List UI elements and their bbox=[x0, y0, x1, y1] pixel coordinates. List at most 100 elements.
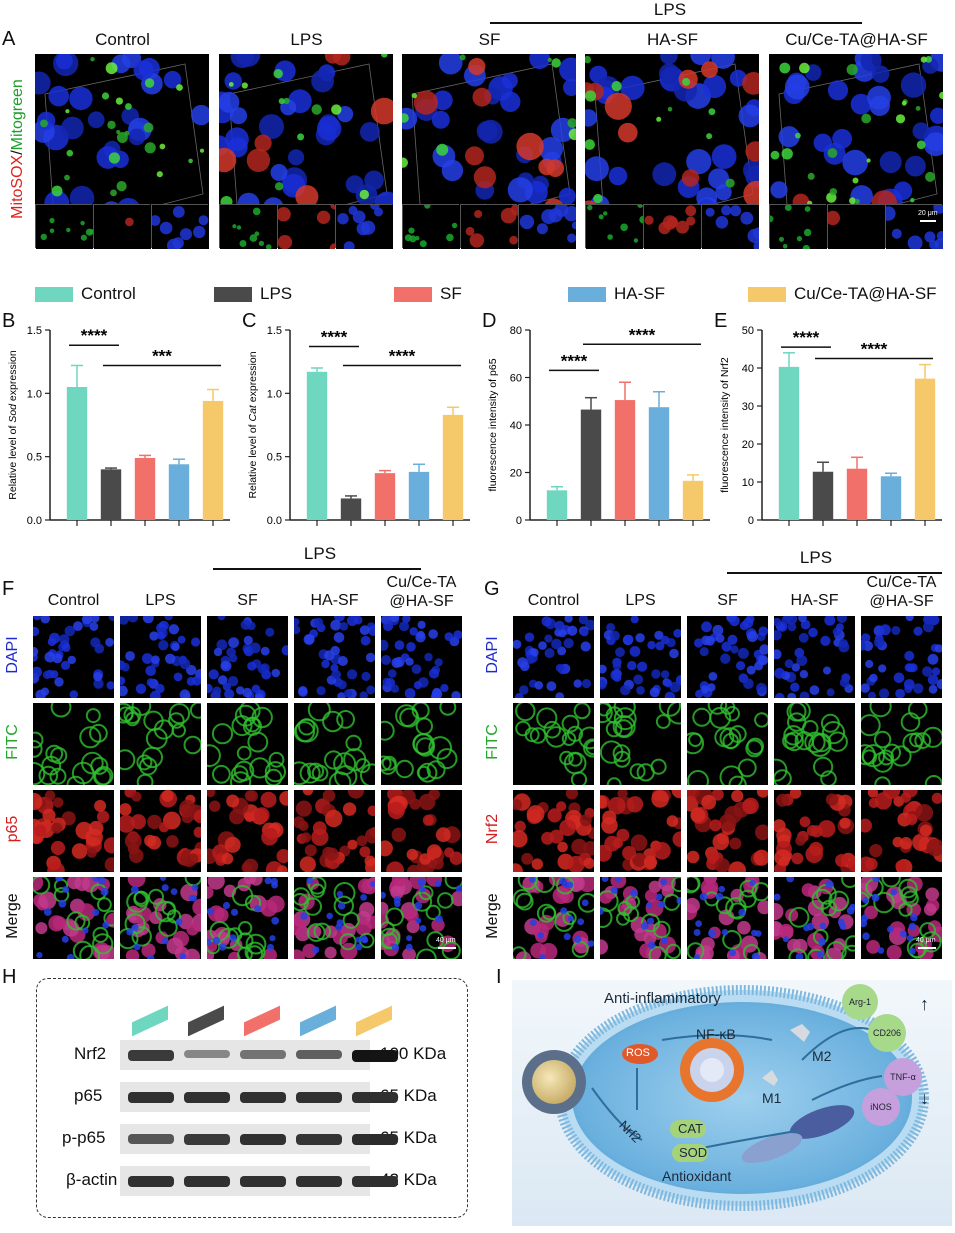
panel-a-scale-text: 20 μm bbox=[918, 210, 938, 217]
panelG-micrograph bbox=[513, 877, 594, 959]
panelG-micrograph bbox=[600, 790, 681, 872]
panelG-micrograph bbox=[774, 877, 855, 959]
panelF-col-title: Control bbox=[47, 592, 100, 609]
panel-a-channel-thumb bbox=[219, 204, 278, 250]
panel-a-channel-thumb bbox=[518, 202, 580, 249]
panel-a-channel-thumb bbox=[149, 204, 210, 253]
panel-a-channel-thumb bbox=[825, 204, 886, 249]
up-arrow: ↑ bbox=[920, 994, 929, 1014]
sod-label: SOD bbox=[679, 1145, 708, 1160]
y-axis-label: fluorescence intensity of p65 bbox=[487, 358, 499, 491]
panelF-row-label: DAPI bbox=[4, 636, 21, 674]
bar bbox=[168, 464, 190, 520]
panelG-row-label: Nrf2 bbox=[484, 813, 501, 845]
panel-label-c: C bbox=[242, 310, 257, 332]
panel-a-channel-thumb bbox=[881, 200, 948, 251]
panelG-micrograph bbox=[861, 877, 942, 959]
y-tick-label: 0.0 bbox=[27, 515, 42, 527]
bar bbox=[134, 457, 156, 520]
legend-label: HA-SF bbox=[614, 284, 665, 303]
cat-label: CAT bbox=[678, 1121, 704, 1136]
western-blot-box bbox=[36, 978, 468, 1218]
bar bbox=[880, 476, 902, 520]
tnf-bubble: TNF-α bbox=[884, 1058, 922, 1096]
panel-a-channel-thumb bbox=[335, 200, 394, 252]
panelG-micrograph bbox=[600, 616, 681, 698]
panel-a-lps-bracket bbox=[490, 22, 862, 24]
significance-stars: **** bbox=[561, 351, 588, 370]
inos-bubble: iNOS bbox=[862, 1088, 900, 1126]
panelF-micrograph bbox=[381, 703, 462, 785]
significance-stars: **** bbox=[389, 346, 416, 365]
panelG-row-label: Merge bbox=[484, 893, 501, 939]
y-tick-label: 0.5 bbox=[27, 452, 42, 464]
blot-band bbox=[184, 1176, 230, 1187]
panelF-micrograph bbox=[33, 616, 114, 698]
y-axis-label: Relative level of Cat expression bbox=[247, 351, 259, 498]
panelF-scale-text: 40 μm bbox=[436, 937, 456, 944]
panelF-micrograph bbox=[381, 790, 462, 872]
y-tick-label: 20 bbox=[742, 439, 754, 451]
y-tick-label: 0.5 bbox=[267, 452, 282, 464]
blot-band bbox=[240, 1176, 286, 1187]
blot-band bbox=[184, 1092, 230, 1103]
panelF-micrograph bbox=[294, 616, 375, 698]
panelG-col-title: Cu/Ce-TA bbox=[866, 574, 937, 591]
panel-a-channel-thumb bbox=[460, 203, 523, 249]
panelF-micrograph bbox=[120, 877, 201, 959]
legend-swatch bbox=[748, 286, 786, 302]
panelG-micrograph bbox=[600, 877, 681, 959]
panelG-micrograph bbox=[687, 703, 768, 785]
legend-label: LPS bbox=[260, 284, 293, 303]
panelG-col-title: LPS bbox=[625, 592, 656, 609]
m1-label: M1 bbox=[762, 1090, 782, 1106]
bar bbox=[202, 400, 224, 520]
bar bbox=[812, 471, 834, 520]
panelF-row-label: FITC bbox=[4, 724, 21, 760]
panelF-micrograph bbox=[381, 877, 462, 959]
significance-stars: **** bbox=[861, 340, 888, 359]
panel-g-lps-bracket bbox=[727, 572, 942, 574]
legend-item: Cu/Ce-TA@HA-SF bbox=[748, 284, 937, 304]
y-tick-label: 1.5 bbox=[27, 325, 42, 337]
panelF-col-title: HA-SF bbox=[310, 592, 359, 609]
panelF-micrograph bbox=[207, 703, 288, 785]
mitosox-label: MitoSOX bbox=[9, 154, 26, 219]
bar-chart-e: 0 10 20 30 40 50 fluorescence intensity of Nrf… bbox=[719, 325, 942, 527]
panelF-micrograph bbox=[294, 703, 375, 785]
panel-a-channel-thumb bbox=[766, 204, 828, 253]
anti-inflammatory-label: Anti-inflammatory bbox=[604, 990, 721, 1007]
panelF-micrograph bbox=[294, 877, 375, 959]
panelF-micrograph bbox=[120, 616, 201, 698]
blot-band bbox=[352, 1092, 398, 1103]
blot-band bbox=[184, 1134, 230, 1145]
panelG-micrograph bbox=[774, 703, 855, 785]
panelG-scale-bar bbox=[918, 947, 936, 949]
legend-item: LPS bbox=[214, 284, 292, 304]
bar bbox=[100, 469, 122, 520]
panelF-col-title-2: @HA-SF bbox=[389, 593, 454, 610]
y-tick-label: 0 bbox=[748, 515, 754, 527]
panelF-row-label: Merge bbox=[4, 893, 21, 939]
legend-label: SF bbox=[440, 284, 462, 303]
bar bbox=[306, 371, 328, 520]
schematic-figure: Anti-inflammatory NF-κB ROS Nrf2 CAT SOD… bbox=[512, 980, 952, 1226]
y-tick-label: 80 bbox=[510, 325, 522, 337]
legend-swatch bbox=[568, 286, 606, 302]
y-tick-label: 0.0 bbox=[267, 515, 282, 527]
panelF-micrograph bbox=[294, 790, 375, 872]
panel-a-lps-label: LPS bbox=[653, 0, 687, 19]
y-tick-label: 40 bbox=[510, 420, 522, 432]
y-tick-label: 40 bbox=[742, 363, 754, 375]
panel-label-h: H bbox=[2, 966, 17, 988]
bar bbox=[846, 468, 868, 520]
panel-label-g: G bbox=[484, 578, 500, 600]
panelF-micrograph bbox=[207, 616, 288, 698]
bar bbox=[682, 480, 704, 520]
blot-band bbox=[128, 1050, 174, 1061]
panelG-scale-text: 40 μm bbox=[916, 937, 936, 944]
panelF-micrograph bbox=[33, 790, 114, 872]
legend-item: HA-SF bbox=[568, 284, 665, 304]
significance-stars: **** bbox=[81, 326, 108, 345]
legend-label: Cu/Ce-TA@HA-SF bbox=[794, 284, 937, 303]
